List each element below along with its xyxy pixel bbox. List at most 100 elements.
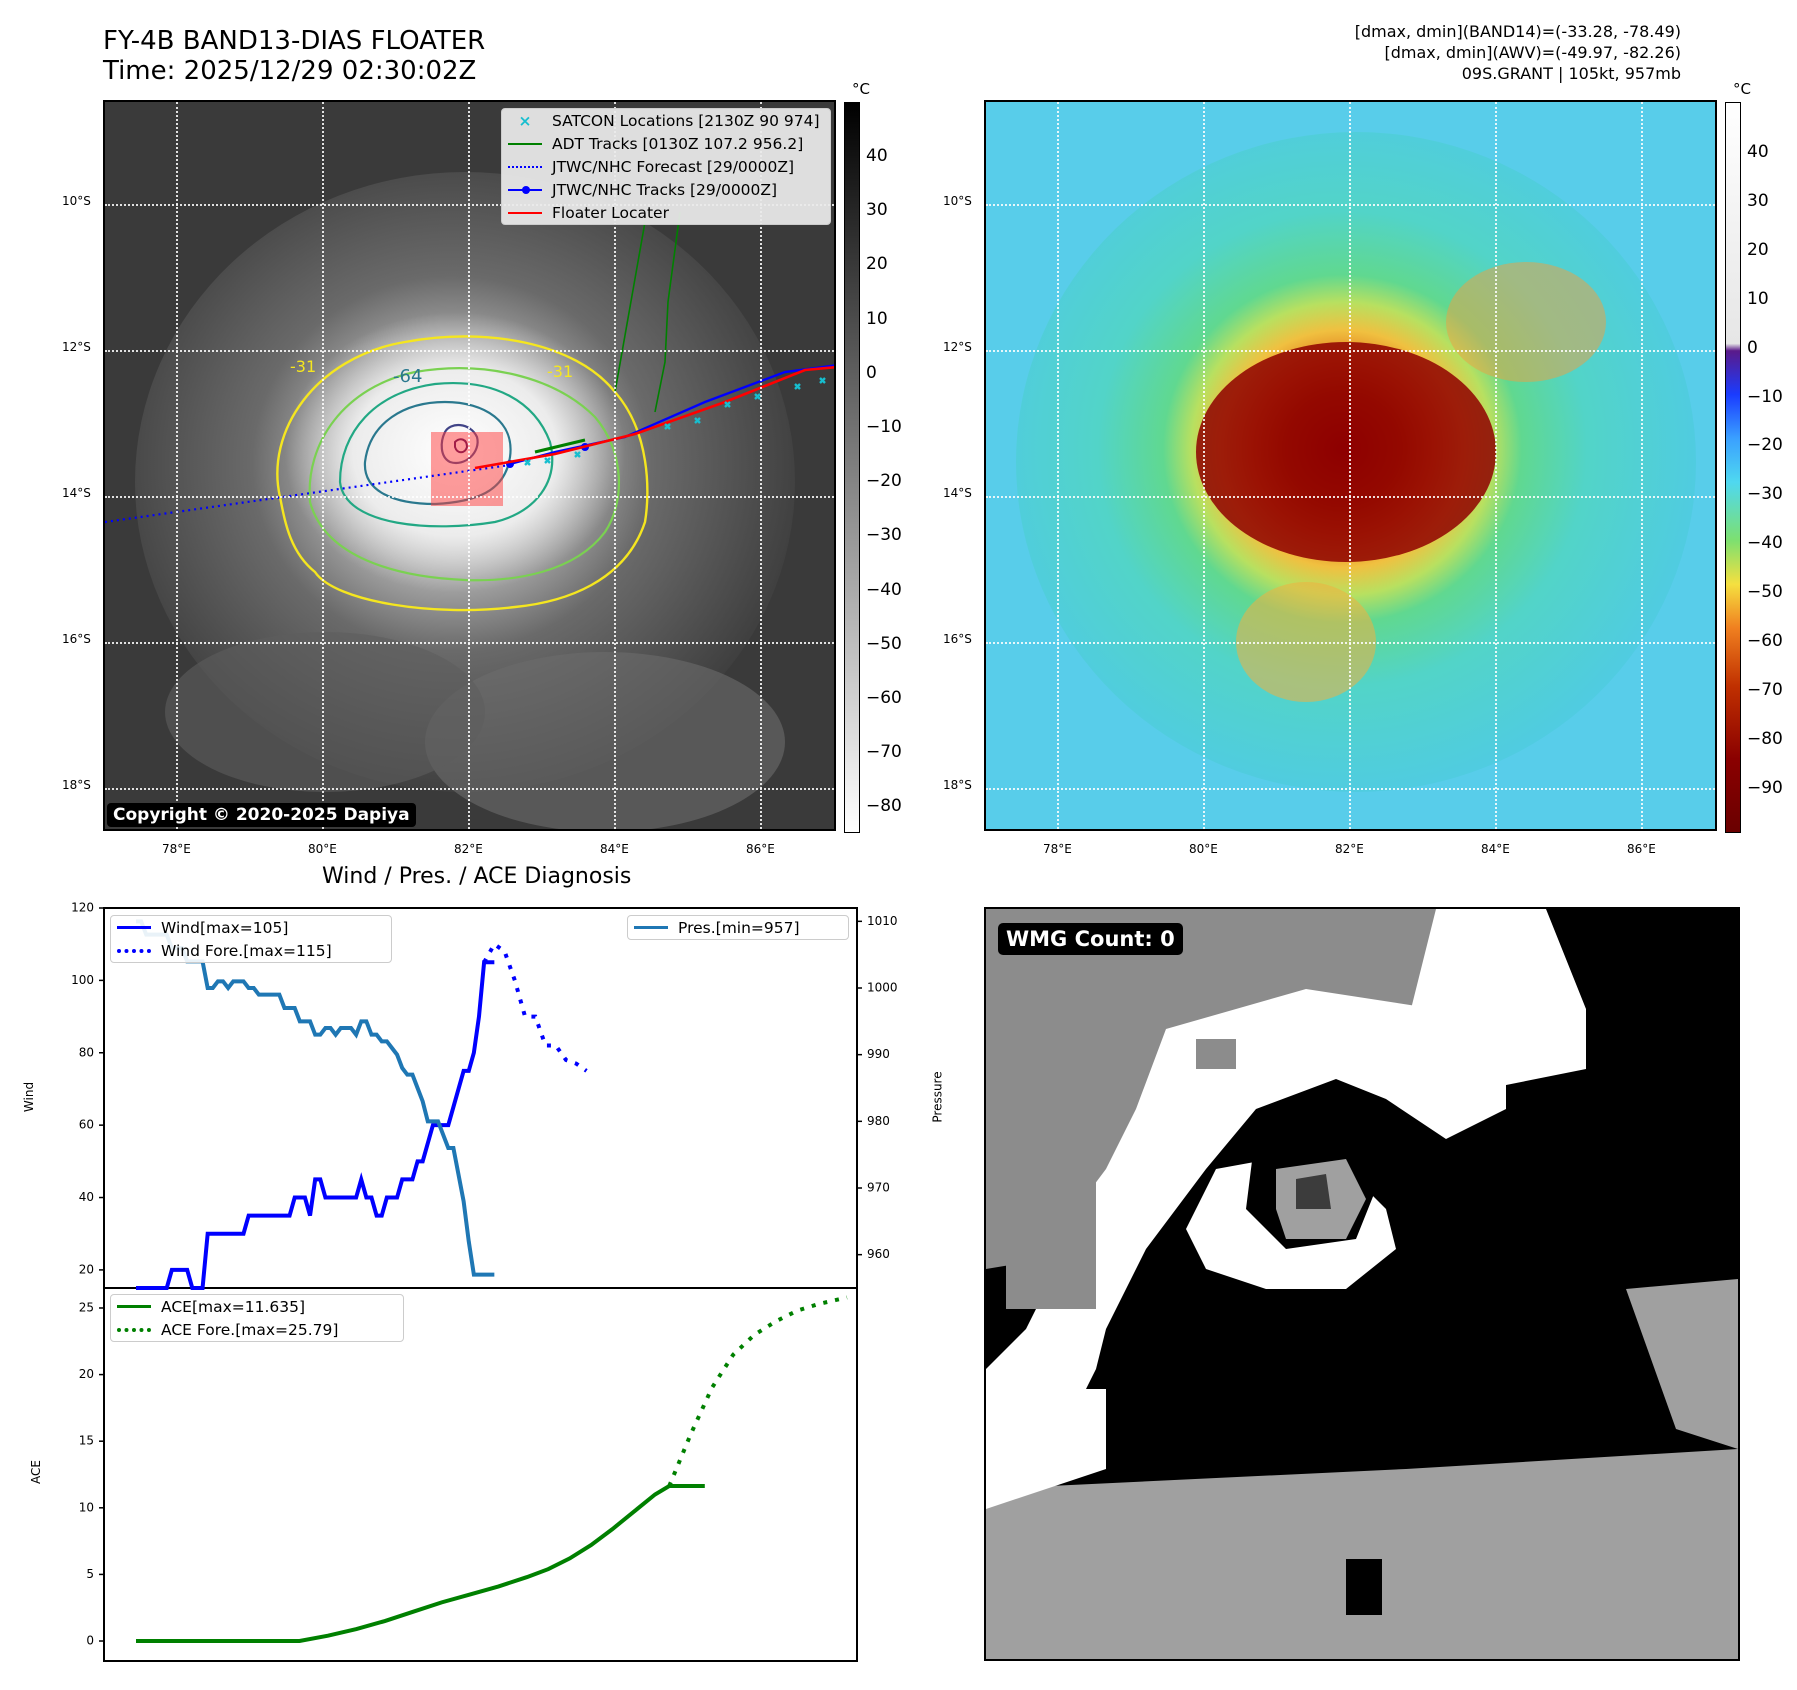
ace-tick-label: 5 xyxy=(86,1567,94,1581)
ace-axes-frame xyxy=(103,1287,858,1662)
colorbar-tick: −30 xyxy=(866,525,902,546)
colorbar-tick: −40 xyxy=(1747,533,1783,554)
colorbar-tick: 10 xyxy=(1747,288,1769,309)
wind-line xyxy=(136,960,495,1290)
legend-wind-fore: Wind Fore.[max=115] xyxy=(111,939,391,962)
lon2-tick-2: 80°E xyxy=(1189,842,1218,856)
floater-box xyxy=(431,432,503,506)
legend-adt: ADT Tracks [0130Z 107.2 956.2] xyxy=(502,132,830,155)
wind-tick-label: 80 xyxy=(79,1045,94,1059)
lat-tick-2: 12°S xyxy=(62,340,91,354)
colorbar-tick: 40 xyxy=(866,146,888,166)
lon2-tick-1: 78°E xyxy=(1043,842,1072,856)
legend-jtwc-forecast: JTWC/NHC Forecast [29/0000Z] xyxy=(502,155,830,178)
awv-map-panel xyxy=(984,100,1717,831)
ace-line xyxy=(136,1484,705,1644)
colorbar-tick: −60 xyxy=(1747,631,1783,651)
info-line2: [dmax, dmin](AWV)=(-49.97, -82.26) xyxy=(1384,43,1681,62)
colorbar1 xyxy=(844,102,860,833)
legend-pressure: Pres.[min=957] xyxy=(628,916,848,939)
ace-tick-label: 25 xyxy=(79,1300,94,1314)
colorbar-tick: −50 xyxy=(1747,582,1783,603)
map-legend: × SATCON Locations [2130Z 90 974] ADT Tra… xyxy=(501,108,831,225)
wind-tick-label: 100 xyxy=(71,973,94,987)
diagnosis-title: Wind / Pres. / ACE Diagnosis xyxy=(322,864,632,889)
ace-forecast-line xyxy=(667,1295,848,1487)
colorbar-tick: 20 xyxy=(1747,239,1769,260)
wmg-panel: WMG Count: 0 xyxy=(984,907,1740,1661)
lon-tick-5: 86°E xyxy=(746,842,775,856)
pressure-legend: Pres.[min=957] xyxy=(627,915,849,940)
ace-tick-label: 15 xyxy=(79,1434,94,1448)
colorbar-tick: −40 xyxy=(866,579,902,600)
lat-tick-3: 14°S xyxy=(62,486,91,500)
ace-tick-label: 10 xyxy=(79,1500,94,1514)
colorbar-tick: −50 xyxy=(866,633,902,654)
lat2-tick-3: 14°S xyxy=(943,486,972,500)
wind-axis-label: Wind xyxy=(22,1081,37,1113)
diagnosis-chart: 1201008060402010101000990980970960252015… xyxy=(71,901,898,1662)
wind-axes-frame xyxy=(103,907,858,1289)
copyright-label: Copyright © 2020-2025 Dapiya xyxy=(107,803,416,827)
lat2-tick-2: 12°S xyxy=(943,340,972,354)
colorbar-tick: 30 xyxy=(866,200,888,221)
colorbar-tick: −20 xyxy=(1747,435,1783,456)
lon2-tick-3: 82°E xyxy=(1335,842,1364,856)
pressure-tick-label: 990 xyxy=(867,1047,890,1061)
lon-tick-1: 78°E xyxy=(162,842,191,856)
contour-label-right: -31 xyxy=(547,362,573,381)
lon-tick-2: 80°E xyxy=(308,842,337,856)
contour-label-left: -31 xyxy=(290,357,316,376)
pressure-line xyxy=(136,919,495,1277)
legend-satcon: × SATCON Locations [2130Z 90 974] xyxy=(518,111,820,130)
colorbar-tick: −80 xyxy=(1747,728,1783,749)
lat-tick-4: 16°S xyxy=(62,632,91,646)
colorbar-tick: 20 xyxy=(866,254,888,275)
legend-ace-fore: ACE Fore.[max=25.79] xyxy=(111,1318,403,1341)
legend-jtwc-tracks: JTWC/NHC Tracks [29/0000Z] xyxy=(502,178,830,201)
pressure-tick-label: 1010 xyxy=(867,914,898,928)
info-line3: 09S.GRANT | 105kt, 957mb xyxy=(1461,64,1681,83)
colorbar-tick: −70 xyxy=(1747,679,1783,700)
pressure-axis-label: Pressure xyxy=(930,1071,945,1123)
pressure-tick-label: 960 xyxy=(867,1247,890,1261)
wmg-imagery xyxy=(986,909,1738,1659)
colorbar-tick: 40 xyxy=(1747,142,1769,162)
contour-label-center: -64 xyxy=(393,366,422,387)
colorbar-tick: −30 xyxy=(1747,484,1783,505)
colorbar2 xyxy=(1725,102,1741,833)
lon-tick-4: 84°E xyxy=(600,842,629,856)
wind-tick-label: 20 xyxy=(79,1262,94,1276)
legend-floater: Floater Locater xyxy=(502,201,830,224)
ace-tick-label: 0 xyxy=(86,1634,94,1648)
pressure-tick-label: 980 xyxy=(867,1114,890,1128)
ir-map-panel: -31 -64 -31 × SATCON Locations [2130Z 90 … xyxy=(103,100,836,831)
colorbar-tick: −90 xyxy=(1747,777,1783,798)
chart-title-line2: Time: 2025/12/29 02:30:02Z xyxy=(103,56,477,86)
colorbar-tick: −10 xyxy=(866,417,902,437)
legend-ace: ACE[max=11.635] xyxy=(111,1295,403,1318)
colorbar-tick: 0 xyxy=(866,362,877,383)
wind-tick-label: 60 xyxy=(79,1118,94,1132)
colorbar-tick: −80 xyxy=(866,796,902,817)
wind-tick-label: 120 xyxy=(71,901,94,915)
colorbar-tick: 10 xyxy=(866,308,888,329)
awv-map-imagery xyxy=(986,102,1715,829)
colorbar2-unit: °C xyxy=(1733,80,1751,98)
ace-axis-label: ACE xyxy=(28,1460,43,1484)
colorbar-tick: −70 xyxy=(866,742,902,763)
chart-title-line1: FY-4B BAND13-DIAS FLOATER xyxy=(103,26,486,56)
lon2-tick-5: 86°E xyxy=(1627,842,1656,856)
wind-legend: Wind[max=105] Wind Fore.[max=115] xyxy=(110,915,392,963)
colorbar-tick: 30 xyxy=(1747,190,1769,211)
colorbar-tick: 0 xyxy=(1747,337,1758,358)
colorbar-tick: −20 xyxy=(866,471,902,492)
legend-wind: Wind[max=105] xyxy=(111,916,391,939)
ace-tick-label: 20 xyxy=(79,1367,94,1381)
pressure-tick-label: 970 xyxy=(867,1181,890,1195)
pressure-tick-label: 1000 xyxy=(867,981,898,995)
wind-forecast-line xyxy=(482,941,588,1073)
lat2-tick-4: 16°S xyxy=(943,632,972,646)
lon2-tick-4: 84°E xyxy=(1481,842,1510,856)
colorbar-tick: −60 xyxy=(866,688,902,708)
